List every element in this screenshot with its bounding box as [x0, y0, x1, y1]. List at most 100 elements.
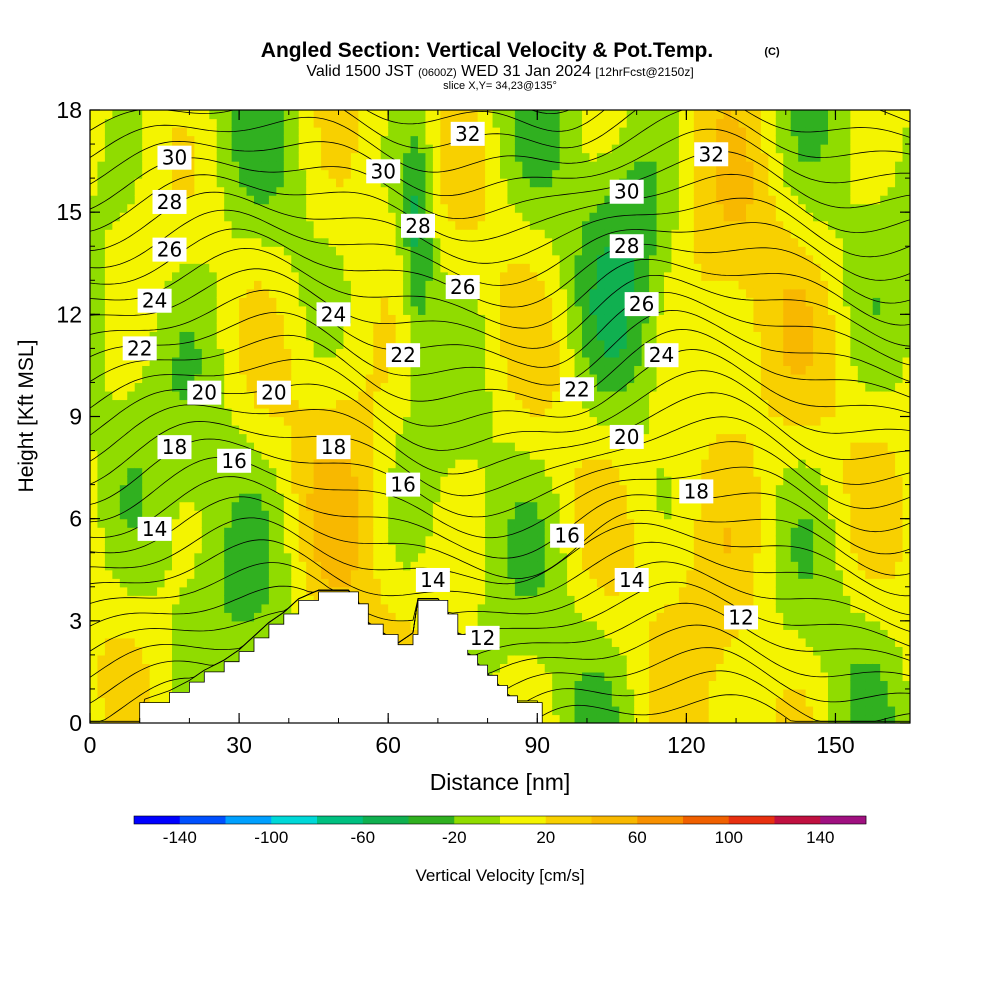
- velocity-cell: [418, 297, 427, 307]
- velocity-cell: [313, 297, 322, 307]
- velocity-cell: [559, 552, 568, 562]
- velocity-cell: [186, 280, 195, 290]
- velocity-cell: [186, 535, 195, 545]
- velocity-cell: [544, 705, 553, 716]
- velocity-cell: [149, 569, 158, 579]
- velocity-cell: [365, 510, 374, 520]
- velocity-cell: [224, 373, 233, 384]
- velocity-cell: [231, 612, 240, 622]
- velocity-cell: [514, 612, 523, 622]
- velocity-cell: [149, 595, 158, 605]
- velocity-cell: [477, 186, 486, 196]
- velocity-cell: [149, 629, 158, 639]
- velocity-cell: [582, 407, 591, 418]
- velocity-cell: [380, 552, 389, 562]
- velocity-cell: [596, 671, 605, 682]
- velocity-cell: [440, 544, 449, 554]
- velocity-cell: [201, 314, 210, 324]
- velocity-cell: [373, 288, 382, 298]
- velocity-cell: [276, 288, 285, 298]
- velocity-cell: [343, 127, 352, 137]
- velocity-cell: [500, 407, 509, 418]
- velocity-cell: [298, 229, 307, 239]
- velocity-cell: [380, 348, 389, 358]
- velocity-cell: [276, 263, 285, 273]
- velocity-cell: [485, 382, 494, 392]
- velocity-cell: [104, 280, 113, 290]
- velocity-cell: [365, 501, 374, 511]
- velocity-cell: [350, 416, 359, 426]
- velocity-cell: [500, 629, 509, 639]
- velocity-cell: [201, 246, 210, 256]
- velocity-cell: [365, 297, 374, 307]
- velocity-cell: [104, 510, 113, 520]
- velocity-cell: [164, 263, 173, 273]
- velocity-cell: [410, 578, 419, 588]
- velocity-cell: [291, 305, 300, 315]
- velocity-cell: [157, 339, 166, 349]
- velocity-cell: [186, 416, 195, 426]
- velocity-cell: [574, 152, 583, 162]
- velocity-cell: [336, 527, 345, 537]
- velocity-cell: [380, 425, 389, 435]
- velocity-cell: [239, 254, 248, 264]
- velocity-cell: [112, 586, 121, 596]
- velocity-cell: [142, 237, 151, 247]
- velocity-cell: [552, 697, 561, 707]
- velocity-cell: [119, 399, 128, 409]
- velocity-cell: [186, 578, 195, 588]
- velocity-cell: [97, 612, 106, 622]
- velocity-cell: [350, 314, 359, 324]
- velocity-cell: [350, 322, 359, 332]
- velocity-cell: [336, 578, 345, 588]
- velocity-cell: [321, 544, 330, 554]
- velocity-cell: [470, 586, 479, 596]
- velocity-cell: [283, 425, 292, 435]
- velocity-cell: [529, 450, 538, 460]
- velocity-cell: [507, 493, 516, 503]
- velocity-cell: [395, 620, 404, 630]
- velocity-cell: [119, 561, 128, 571]
- velocity-cell: [418, 365, 427, 375]
- velocity-cell: [596, 195, 605, 205]
- velocity-cell: [455, 203, 464, 213]
- velocity-cell: [328, 169, 337, 179]
- velocity-cell: [410, 416, 419, 426]
- velocity-cell: [172, 586, 181, 596]
- velocity-cell: [90, 561, 99, 571]
- velocity-cell: [291, 518, 300, 528]
- velocity-cell: [164, 390, 173, 401]
- velocity-cell: [112, 688, 121, 699]
- velocity-cell: [559, 144, 568, 154]
- velocity-cell: [246, 390, 255, 401]
- velocity-cell: [432, 331, 441, 341]
- velocity-cell: [477, 442, 486, 452]
- velocity-cell: [97, 118, 106, 128]
- velocity-cell: [604, 612, 613, 622]
- velocity-cell: [268, 527, 277, 537]
- velocity-cell: [216, 220, 225, 230]
- velocity-cell: [589, 356, 598, 367]
- velocity-cell: [97, 322, 106, 332]
- velocity-cell: [447, 603, 456, 613]
- velocity-cell: [500, 442, 509, 452]
- velocity-cell: [209, 263, 218, 273]
- velocity-cell: [365, 263, 374, 273]
- velocity-cell: [455, 178, 464, 188]
- velocity-cell: [179, 586, 188, 596]
- velocity-cell: [298, 365, 307, 375]
- velocity-cell: [104, 339, 113, 349]
- velocity-cell: [507, 476, 516, 486]
- velocity-cell: [194, 450, 203, 460]
- velocity-cell: [410, 127, 419, 137]
- velocity-cell: [298, 586, 307, 596]
- velocity-cell: [149, 322, 158, 332]
- velocity-cell: [552, 705, 561, 716]
- velocity-cell: [574, 697, 583, 707]
- velocity-cell: [500, 467, 509, 477]
- velocity-cell: [321, 271, 330, 281]
- velocity-cell: [291, 552, 300, 562]
- velocity-cell: [268, 518, 277, 528]
- velocity-cell: [224, 442, 233, 452]
- velocity-cell: [97, 169, 106, 179]
